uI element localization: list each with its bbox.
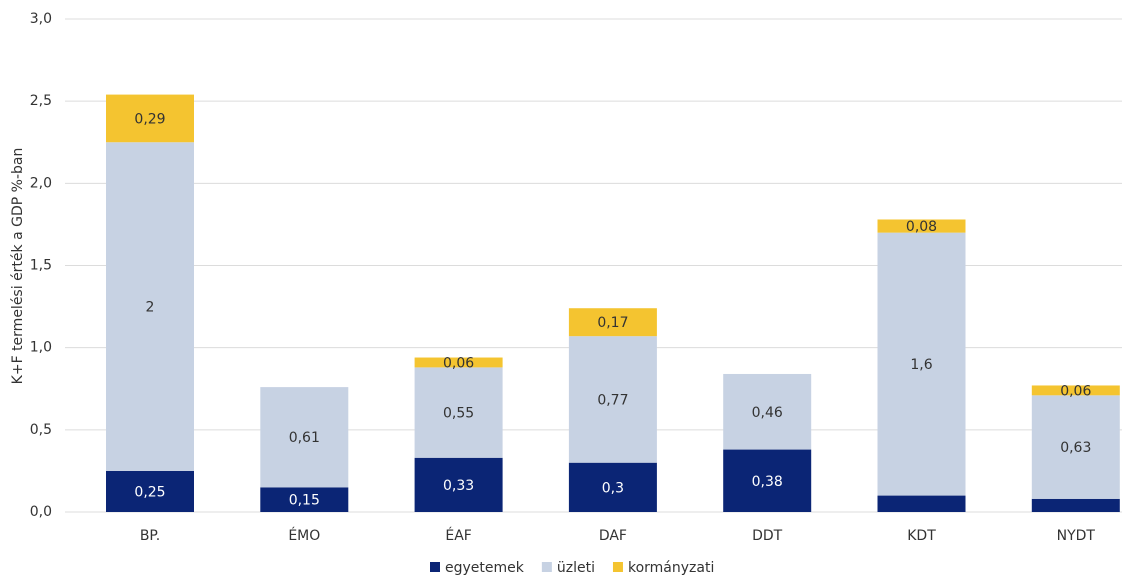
data-label: 0,55 (443, 406, 474, 422)
x-tick-label: NYDT (1057, 528, 1096, 544)
bar-segment (568, 462, 657, 512)
bar-segment (106, 470, 194, 512)
bar-segment (414, 367, 503, 458)
data-label: 0,15 (289, 493, 320, 509)
bar-segment (414, 457, 503, 512)
legend-label: kormányzati (628, 560, 714, 576)
x-tick-label: KDT (907, 528, 936, 544)
data-label: 0,3 (602, 480, 624, 496)
x-tick-label: ÉAF (445, 527, 471, 544)
y-axis-title: K+F termelési érték a GDP %-ban (10, 148, 26, 385)
bar-segment (1031, 395, 1120, 499)
y-tick-label: 2,5 (30, 93, 52, 109)
y-tick-label: 1,0 (30, 340, 52, 356)
legend-swatch (541, 562, 552, 572)
bar-segment (414, 357, 503, 368)
data-label: 0,38 (752, 474, 783, 490)
y-tick-label: 3,0 (30, 11, 52, 27)
data-label: 0,06 (1060, 383, 1091, 399)
data-label: 0,77 (597, 392, 628, 408)
x-tick-label: ÉMO (288, 527, 320, 544)
bar-segment (1031, 385, 1120, 396)
bar-segment (260, 387, 349, 488)
bar-segment (877, 495, 966, 512)
bar-segment (1031, 498, 1120, 512)
bar-segment (568, 336, 657, 463)
x-tick-label: DAF (599, 528, 627, 544)
legend-swatch (612, 562, 623, 572)
bar-segment (106, 94, 194, 143)
x-tick-label: DDT (752, 528, 783, 544)
data-label: 0,61 (289, 430, 320, 446)
y-tick-label: 2,0 (30, 175, 52, 191)
bar-segment (877, 219, 966, 233)
legend-swatch (430, 562, 440, 572)
data-label: 2 (146, 300, 155, 316)
data-label: 0,25 (134, 484, 165, 500)
x-tick-label: BP. (140, 528, 160, 544)
data-label: 0,63 (1060, 440, 1091, 456)
y-tick-label: 0,5 (30, 422, 52, 438)
bar-segment (568, 308, 657, 337)
legend-label: üzleti (557, 560, 595, 576)
data-label: 0,33 (443, 478, 474, 494)
y-tick-label: 0,0 (30, 504, 52, 520)
bar-segment (723, 373, 812, 450)
data-label: 0,08 (906, 219, 937, 235)
data-label: 1,6 (910, 357, 932, 373)
bar-segment (723, 449, 812, 512)
data-label: 0,06 (443, 355, 474, 371)
bar-segment (106, 142, 194, 471)
y-tick-label: 1,5 (30, 258, 52, 274)
bar-segment (260, 487, 349, 512)
data-label: 0,46 (752, 405, 783, 421)
legend-label: egyetemek (445, 560, 525, 576)
bar-segment (877, 232, 966, 496)
data-label: 0,29 (134, 111, 165, 127)
data-label: 0,17 (597, 315, 628, 331)
